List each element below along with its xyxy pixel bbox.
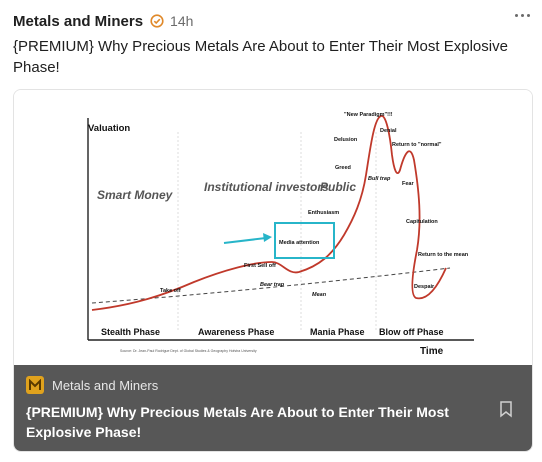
phase-stealth: Stealth Phase <box>101 327 160 337</box>
bookmark-icon[interactable] <box>498 400 514 418</box>
label-take-off: Take off <box>160 288 181 294</box>
label-fear: Fear <box>402 181 414 187</box>
group-public: Public <box>320 180 356 194</box>
label-new-paradigm: "New Paradigm"!!! <box>344 112 393 118</box>
chart-xlabel: Time <box>420 346 444 357</box>
label-greed: Greed <box>335 165 351 171</box>
label-delusion: Delusion <box>334 137 358 143</box>
label-bull-trap: Bull trap <box>368 176 391 182</box>
media-attention-highlight <box>274 222 335 259</box>
label-capitulation: Capitulation <box>406 219 438 225</box>
highlight-arrow <box>223 237 267 244</box>
label-denial: Denial <box>380 128 397 134</box>
label-first-sell-off: First Sell off <box>244 263 276 269</box>
label-mean: Mean <box>312 292 327 298</box>
link-card[interactable]: Valuation Time Smart Money Institutional… <box>13 89 533 452</box>
verified-badge-icon <box>150 14 164 28</box>
phase-mania: Mania Phase <box>310 327 365 337</box>
label-despair: Despair <box>414 284 435 290</box>
chart-source: Source: Dr. Jean-Paul Rodrigue Dept. of … <box>120 349 257 353</box>
label-bear-trap: Bear trap <box>260 282 285 288</box>
metals-miners-logo-icon <box>26 376 44 394</box>
card-title[interactable]: {PREMIUM} Why Precious Metals Are About … <box>26 404 449 440</box>
card-footer: Metals and Miners {PREMIUM} Why Precious… <box>14 365 532 451</box>
group-smart-money: Smart Money <box>97 188 174 202</box>
chart-ylabel: Valuation <box>88 123 130 134</box>
group-institutional: Institutional investors <box>204 180 329 194</box>
post-time: 14h <box>170 13 194 29</box>
post-header: Metals and Miners 14h <box>13 11 530 31</box>
label-enthusiasm: Enthusiasm <box>308 210 339 216</box>
post-text: {PREMIUM} Why Precious Metals Are About … <box>13 38 508 76</box>
label-return-normal: Return to "normal" <box>392 142 442 148</box>
phase-blowoff: Blow off Phase <box>379 327 444 337</box>
label-return-mean: Return to the mean <box>418 252 469 258</box>
card-publisher: Metals and Miners <box>52 377 159 393</box>
card-image: Valuation Time Smart Money Institutional… <box>14 90 532 365</box>
post-author[interactable]: Metals and Miners <box>13 12 144 30</box>
label-media-attention: Media attention <box>279 240 320 246</box>
bubble-chart: Valuation Time Smart Money Institutional… <box>87 112 474 357</box>
phase-awareness: Awareness Phase <box>198 327 274 337</box>
mean-line <box>91 267 451 304</box>
more-icon[interactable] <box>515 14 530 17</box>
bubble-curve <box>91 115 447 311</box>
card-publisher-row: Metals and Miners <box>26 376 158 394</box>
